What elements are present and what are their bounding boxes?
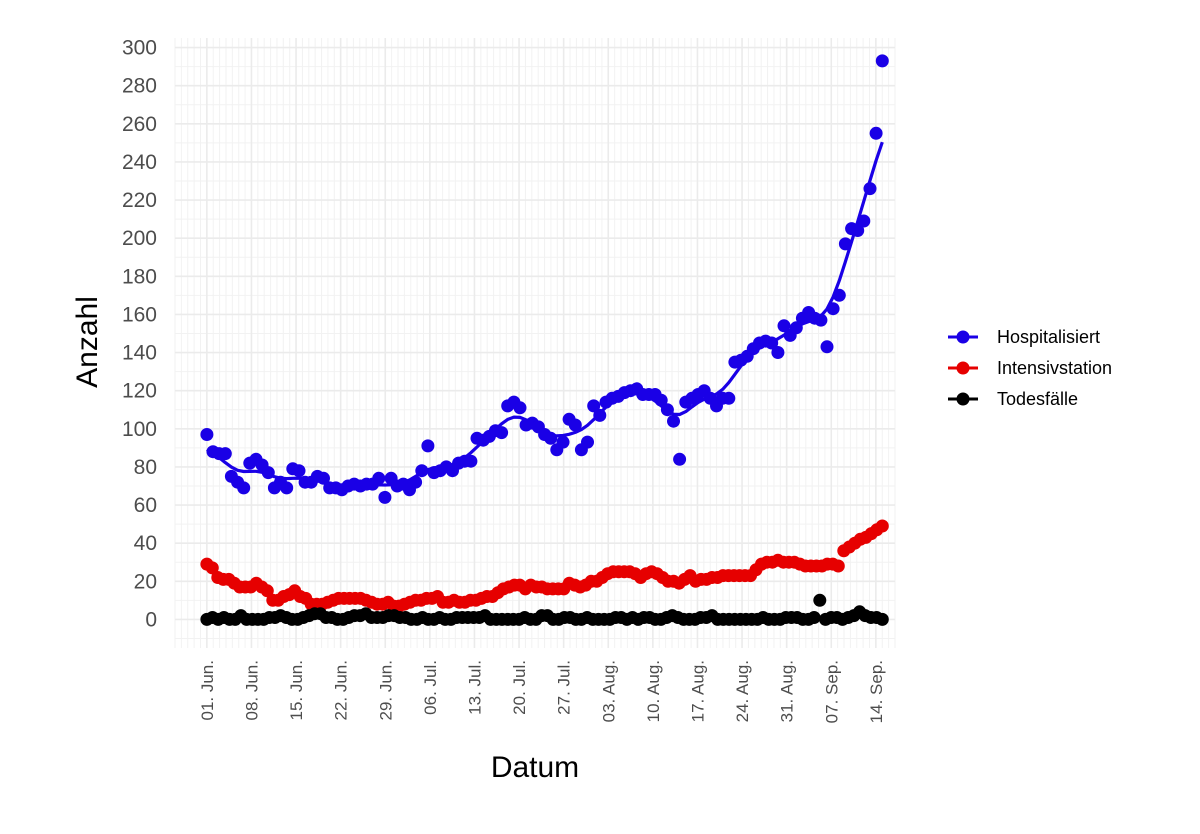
- y-tick-label: 200: [122, 227, 157, 250]
- x-tick-label: 07. Sep.: [822, 660, 841, 723]
- y-tick-label: 300: [122, 37, 157, 60]
- data-point: [869, 126, 883, 140]
- data-point: [765, 336, 779, 350]
- data-point: [813, 593, 827, 607]
- y-tick-label: 20: [134, 570, 157, 593]
- y-tick-label: 40: [134, 532, 157, 555]
- data-point: [831, 559, 845, 573]
- data-point: [789, 321, 803, 335]
- data-point: [415, 464, 429, 478]
- data-point: [513, 401, 527, 415]
- data-point: [807, 611, 821, 624]
- legend-item: Intensivstation: [948, 358, 1112, 378]
- x-tick-label: 15. Jun.: [287, 660, 306, 721]
- legend-label: Todesfälle: [997, 389, 1078, 409]
- x-tick-label: 06. Jul.: [421, 660, 440, 715]
- data-point: [409, 475, 423, 489]
- data-point: [838, 237, 852, 251]
- data-point: [777, 319, 791, 333]
- x-tick-label: 31. Aug.: [778, 660, 797, 722]
- data-point: [722, 391, 736, 405]
- data-point: [581, 435, 594, 449]
- data-point: [593, 408, 607, 422]
- data-point: [421, 439, 435, 453]
- x-tick-label: 17. Aug.: [688, 660, 707, 722]
- data-point: [372, 471, 386, 485]
- x-tick-label: 08. Jun.: [242, 660, 261, 721]
- data-point: [851, 224, 865, 237]
- data-point: [260, 584, 274, 598]
- x-tick-label: 10. Aug.: [644, 660, 663, 722]
- y-tick-label: 140: [122, 342, 157, 365]
- legend: Hospitalisiert Intensivstation Todesfälle: [948, 327, 1112, 409]
- data-point: [218, 447, 232, 461]
- y-tick-label: 120: [122, 380, 157, 403]
- y-axis-title: Anzahl: [71, 296, 104, 388]
- data-point: [875, 612, 889, 626]
- x-tick-label: 14. Sep.: [867, 660, 886, 723]
- data-point: [820, 340, 834, 354]
- x-axis-ticks: 01. Jun. 08. Jun. 15. Jun. 22. Jun. 29. Jun.…: [198, 660, 886, 723]
- y-tick-label: 240: [122, 151, 157, 174]
- x-tick-label: 27. Jul.: [555, 660, 574, 715]
- legend-key-point: [956, 392, 970, 406]
- legend-key-point: [956, 330, 970, 344]
- data-point: [205, 561, 219, 575]
- data-point: [587, 399, 601, 413]
- data-point: [292, 464, 306, 478]
- x-tick-label: 20. Jul.: [510, 660, 529, 715]
- data-point: [495, 426, 509, 440]
- data-point: [667, 414, 680, 428]
- data-point: [237, 481, 251, 495]
- data-point: [826, 302, 840, 316]
- data-point: [464, 454, 478, 468]
- x-tick-label: 03. Aug.: [599, 660, 618, 722]
- y-tick-label: 220: [122, 189, 157, 212]
- data-point: [261, 466, 275, 480]
- y-tick-label: 160: [122, 303, 157, 326]
- data-point: [544, 431, 558, 445]
- legend-label: Hospitalisiert: [997, 327, 1100, 347]
- legend-item: Hospitalisiert: [948, 327, 1100, 347]
- data-point: [863, 182, 877, 196]
- y-tick-label: 80: [134, 456, 157, 479]
- y-tick-label: 180: [122, 265, 157, 288]
- y-tick-label: 260: [122, 113, 157, 136]
- y-tick-label: 60: [134, 494, 157, 517]
- data-point: [857, 214, 871, 228]
- data-point: [771, 346, 785, 359]
- data-point: [654, 393, 668, 407]
- data-point: [660, 403, 674, 417]
- data-point: [568, 418, 582, 432]
- legend-label: Intensivstation: [997, 358, 1112, 378]
- y-tick-label: 100: [122, 418, 157, 441]
- x-tick-label: 29. Jun.: [376, 660, 395, 721]
- x-tick-label: 24. Aug.: [733, 660, 752, 722]
- x-tick-label: 13. Jul.: [465, 660, 484, 715]
- data-point: [875, 519, 889, 533]
- x-tick-label: 22. Jun.: [332, 660, 351, 721]
- x-axis-title: Datum: [491, 751, 579, 784]
- legend-item: Todesfälle: [948, 389, 1078, 409]
- data-point: [875, 54, 889, 68]
- data-point: [378, 490, 392, 504]
- y-axis-ticks: 0 20 40 60 80 100 120 140 160 180 200 220 240 260 280 3…: [122, 37, 157, 632]
- data-point: [814, 313, 828, 327]
- data-point: [556, 435, 570, 449]
- x-tick-label: 01. Jun.: [198, 660, 217, 721]
- data-point: [317, 471, 330, 485]
- y-tick-label: 280: [122, 75, 157, 98]
- y-tick-label: 0: [145, 608, 157, 631]
- data-points-layer: [200, 54, 889, 626]
- legend-key-point: [956, 361, 970, 375]
- data-point: [673, 452, 687, 466]
- data-point: [200, 428, 214, 441]
- data-point: [280, 481, 294, 495]
- data-point: [832, 288, 846, 302]
